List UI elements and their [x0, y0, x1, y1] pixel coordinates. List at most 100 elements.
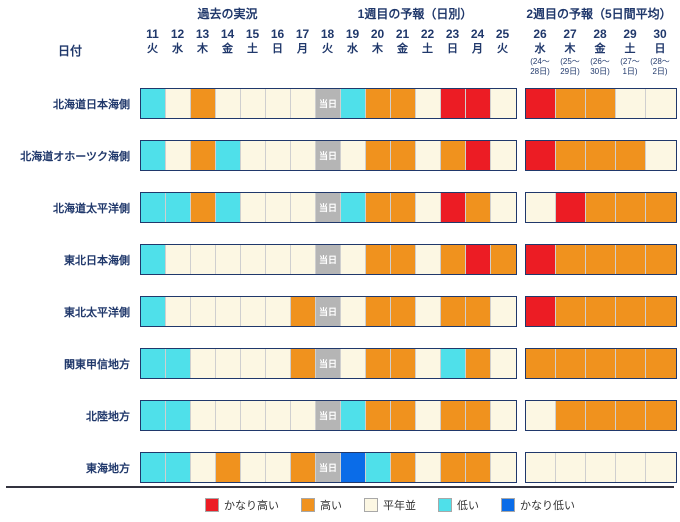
date-range-line: (26～ [590, 57, 610, 66]
forecast-cell-n [416, 141, 441, 170]
forecast-cell-h [586, 401, 616, 430]
forecast-cell-h [556, 401, 586, 430]
forecast-cell-n [586, 453, 616, 482]
forecast-cell-l [441, 349, 466, 378]
today-cell: 当日 [316, 349, 341, 378]
forecast-cell-n [491, 401, 516, 430]
forecast-cell-h [556, 245, 586, 274]
section-title-week2-forecast: 2週目の予報（5日間平均） [526, 7, 672, 21]
forecast-cell-l [341, 401, 366, 430]
forecast-cell-n [291, 401, 316, 430]
forecast-cell-l [141, 141, 166, 170]
date-number: 17 [295, 27, 310, 41]
forecast-cell-l [216, 193, 241, 222]
date-column: 19 水 [340, 26, 365, 57]
forecast-cell-n [241, 349, 266, 378]
forecast-cell-n [266, 141, 291, 170]
date-number: 18 [320, 27, 335, 41]
region-row: 東海地方 当日 [0, 452, 680, 483]
date-number: 20 [370, 27, 385, 41]
forecast-cell-h [586, 193, 616, 222]
forecast-cell-h [191, 89, 216, 118]
date-weekday: 日 [654, 43, 666, 55]
date-header-row: 日付 11 火 12 水 13 木 14 金 15 土 16 日 17 月 18 火 19 水 20 木 21 金 22 土 2… [0, 26, 680, 88]
forecast-cell-l [141, 349, 166, 378]
week2-cell-block [525, 348, 677, 379]
forecast-cell-vh [466, 141, 491, 170]
forecast-cell-n [266, 89, 291, 118]
region-label: 東海地方 [86, 462, 130, 475]
forecast-cell-l [341, 193, 366, 222]
region-row: 東北日本海側 当日 [0, 244, 680, 275]
forecast-cell-n [416, 297, 441, 326]
forecast-cell-n [191, 245, 216, 274]
forecast-cell-n [291, 89, 316, 118]
forecast-cell-vh [526, 297, 556, 326]
region-row: 北海道オホーツク海側 当日 [0, 140, 680, 171]
date-weekday: 火 [147, 43, 158, 55]
forecast-cell-h [391, 297, 416, 326]
legend-item: かなり低い [501, 497, 575, 513]
date-number: 15 [245, 27, 260, 41]
forecast-cell-h [391, 453, 416, 482]
table-header: 過去の実況 1週目の予報（日別） 2週目の予報（5日間平均） [0, 0, 680, 26]
forecast-cell-h [616, 245, 646, 274]
date-column: 22 土 [415, 26, 440, 57]
forecast-cell-h [366, 89, 391, 118]
date-number: 19 [345, 27, 360, 41]
forecast-cell-h [646, 297, 676, 326]
date-number: 27 [563, 27, 577, 41]
forecast-cell-h [366, 193, 391, 222]
region-row: 北海道日本海側 当日 [0, 88, 680, 119]
week1-cell-block: 当日 [140, 296, 517, 327]
date-number: 11 [146, 27, 159, 41]
forecast-cell-n [266, 349, 291, 378]
forecast-cell-h [191, 193, 216, 222]
forecast-cell-h [526, 349, 556, 378]
forecast-cell-h [556, 297, 586, 326]
forecast-cell-h [391, 349, 416, 378]
date-column: 13 木 [190, 26, 215, 57]
date-weekday: 日 [447, 43, 458, 55]
forecast-cell-l [141, 297, 166, 326]
forecast-cell-n [266, 245, 291, 274]
legend-item: かなり高い [205, 497, 279, 513]
date-number: 13 [195, 27, 210, 41]
region-label: 北海道日本海側 [53, 98, 130, 111]
region-rows: 北海道日本海側 当日 北海道オホーツク海側 当日 北海道太平洋側 当日 東北日本海側 当日 東北… [0, 88, 680, 483]
forecast-cell-n [291, 141, 316, 170]
week1-cell-block: 当日 [140, 88, 517, 119]
forecast-cell-n [166, 297, 191, 326]
date-weekday: 水 [347, 43, 358, 55]
forecast-cell-vh [526, 245, 556, 274]
forecast-cell-n [491, 349, 516, 378]
forecast-cell-n [266, 453, 291, 482]
date-weekday: 月 [472, 43, 483, 55]
forecast-cell-n [416, 89, 441, 118]
forecast-cell-h [646, 245, 676, 274]
week1-cell-block: 当日 [140, 400, 517, 431]
forecast-cell-n [616, 453, 646, 482]
forecast-cell-n [166, 89, 191, 118]
legend-swatch-vh [205, 498, 219, 512]
forecast-cell-h [616, 297, 646, 326]
today-cell: 当日 [316, 89, 341, 118]
date-number: 25 [495, 27, 510, 41]
today-cell: 当日 [316, 453, 341, 482]
week2-cell-block [525, 400, 677, 431]
forecast-cell-h [366, 245, 391, 274]
date-column: 15 土 [240, 26, 265, 57]
date-number: 28 [593, 27, 607, 41]
forecast-cell-h [616, 349, 646, 378]
forecast-cell-h [586, 245, 616, 274]
date-weekday: 火 [497, 43, 508, 55]
forecast-cell-n [191, 453, 216, 482]
forecast-cell-h [391, 245, 416, 274]
date-number: 23 [445, 27, 460, 41]
date-number: 16 [270, 27, 285, 41]
bottom-divider [6, 486, 674, 488]
date-range-line: (24～ [530, 57, 550, 66]
date-number: 29 [623, 27, 637, 41]
forecast-cell-h [556, 141, 586, 170]
